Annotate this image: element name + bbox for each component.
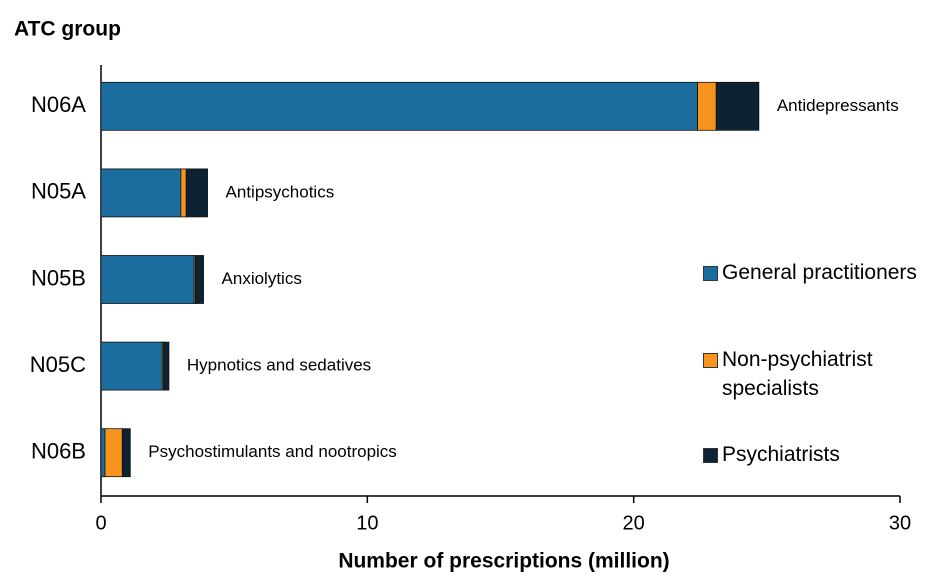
- legend-swatch: [703, 353, 718, 368]
- x-axis-label: Number of prescriptions (million): [338, 550, 669, 573]
- bar-segment: [100, 341, 163, 391]
- bar-segment: [185, 168, 208, 218]
- x-tick-label: 0: [95, 512, 106, 534]
- x-tick-label: 30: [889, 512, 911, 534]
- category-label: N06A: [31, 92, 86, 117]
- legend-label: Non-psychiatrist specialists: [722, 348, 873, 400]
- category-label: N05C: [30, 352, 86, 377]
- category-label: N05A: [31, 179, 86, 204]
- category-annotation: Hypnotics and sedatives: [187, 356, 371, 375]
- category-label: N06B: [31, 439, 86, 464]
- y-axis-label: ATC group: [14, 18, 121, 41]
- category-annotation: Psychostimulants and nootropics: [148, 442, 397, 461]
- bar-segment: [100, 81, 698, 131]
- bar-segment: [195, 255, 204, 304]
- legend-swatch: [703, 266, 718, 281]
- bar-segment: [121, 428, 131, 478]
- legend-label: General practitioners: [722, 261, 917, 284]
- category-annotation: Antipsychotics: [226, 182, 335, 201]
- category-annotation: Anxiolytics: [222, 269, 302, 288]
- bar-segment: [100, 168, 182, 218]
- bar-segment: [180, 168, 187, 218]
- bar-segment: [163, 341, 170, 391]
- bar-segment: [104, 428, 123, 478]
- legend-label: Psychiatrists: [722, 443, 840, 466]
- bar-segment: [697, 81, 717, 131]
- x-tick-label: 20: [623, 512, 645, 534]
- category-label: N05B: [31, 265, 86, 290]
- bar-segment: [100, 428, 106, 478]
- bar-segment: [100, 255, 195, 304]
- category-annotation: Antidepressants: [777, 96, 899, 115]
- bar-segment: [715, 81, 760, 131]
- legend-swatch: [703, 448, 718, 463]
- x-tick-label: 10: [356, 512, 378, 534]
